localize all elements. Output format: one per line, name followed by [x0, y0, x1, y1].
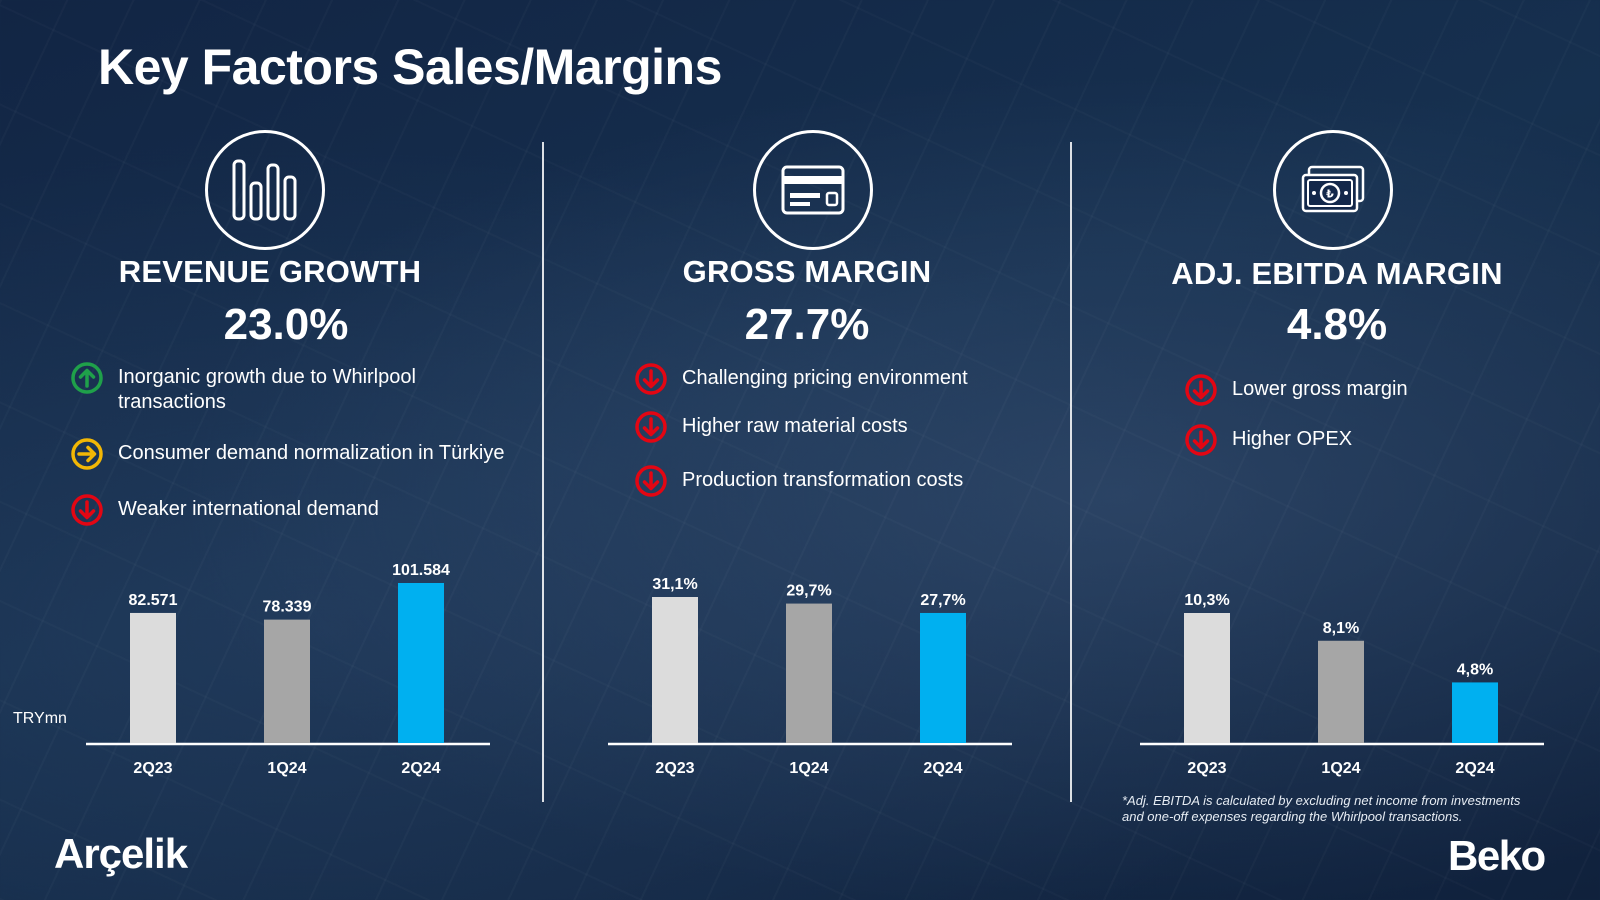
footnote: *Adj. EBITDA is calculated by excluding …	[1122, 793, 1562, 825]
factor-text: Higher OPEX	[1232, 428, 1353, 450]
factor-item: Weaker international demand	[70, 494, 379, 527]
revenue-growth-value: 23.0%	[223, 300, 349, 349]
category-label: 1Q24	[267, 760, 306, 777]
arrow-down-circle-icon	[635, 411, 667, 443]
gross-margin-panel: GROSS MARGIN 27.7% Challenging pricing e…	[544, 0, 1070, 900]
arrow-down-circle-icon	[1185, 424, 1217, 456]
factor-text: Consumer demand normalization in Türkiye	[118, 442, 505, 464]
category-label: 2Q24	[401, 760, 440, 777]
revenue-growth-heading: REVENUE GROWTH	[118, 254, 422, 289]
factor-item: Challenging pricing environment	[634, 363, 968, 396]
data-label: 29,7%	[786, 583, 831, 600]
gross-margin-value: 27.7%	[744, 300, 870, 349]
factor-text-continued: transactions	[118, 391, 226, 413]
ebitda-margin-heading: ADJ. EBITDA MARGIN	[1171, 256, 1503, 291]
data-label: 27,7%	[920, 592, 965, 609]
bar-2q23	[1184, 613, 1230, 743]
data-label: 4,8%	[1457, 661, 1493, 678]
bar-2q24	[920, 612, 966, 743]
panel-divider-2	[1070, 142, 1072, 802]
gross-margin-chart: 31,1% 2Q23 29,7% 1Q24 27,7% 2Q24	[608, 576, 1012, 777]
category-label: 2Q23	[1187, 760, 1226, 777]
bar-2q23	[130, 612, 176, 743]
bar-1q24	[786, 603, 832, 743]
data-label: 78.339	[263, 599, 312, 616]
ebitda-margin-value: 4.8%	[1286, 300, 1388, 349]
gross-margin-heading: GROSS MARGIN	[682, 254, 932, 289]
category-label: 2Q24	[923, 760, 962, 777]
bar-2q24	[398, 583, 444, 743]
banknote-icon: ₺	[1273, 130, 1393, 250]
ebitda-margin-chart: 10,3% 2Q23 8,1% 1Q24 4,8% 2Q24	[1140, 592, 1544, 777]
factor-item: Higher OPEX	[1184, 424, 1353, 457]
category-label: 2Q24	[1455, 760, 1494, 777]
arcelik-logo: Arçelik	[54, 830, 188, 877]
factor-item: Lower gross margin	[1184, 374, 1408, 407]
category-label: 2Q23	[133, 760, 172, 777]
arrow-down-circle-icon	[635, 465, 667, 497]
data-label: 8,1%	[1323, 620, 1359, 637]
beko-logo: Beko	[1448, 832, 1546, 879]
arrow-up-circle-icon	[71, 362, 103, 394]
category-label: 1Q24	[1321, 760, 1360, 777]
revenue-growth-panel: REVENUE GROWTH 23.0% Inorganic growth du…	[0, 0, 542, 900]
ebitda-margin-panel: ₺ ADJ. EBITDA MARGIN 4.8% Lower gross ma…	[1072, 0, 1600, 900]
factor-item: Higher raw material costs	[634, 411, 908, 444]
arrow-down-circle-icon	[635, 363, 667, 395]
unit-label: TRYmn	[13, 710, 67, 727]
factor-text: Inorganic growth due to Whirlpool	[118, 366, 416, 388]
revenue-chart: 82.571 2Q23 78.339 1Q24 101.584 2Q24	[86, 562, 490, 777]
bar-2q23	[652, 597, 698, 743]
factor-item: Production transformation costs	[634, 465, 964, 498]
factor-text: Higher raw material costs	[682, 415, 908, 437]
data-label: 82.571	[129, 592, 178, 609]
data-label: 31,1%	[652, 576, 697, 593]
page-title: Key Factors Sales/Margins	[98, 39, 722, 95]
data-label: 101.584	[392, 562, 450, 579]
arrow-down-circle-icon	[71, 494, 103, 526]
category-label: 2Q23	[655, 760, 694, 777]
bar-1q24	[264, 619, 310, 743]
factor-text: Challenging pricing environment	[682, 367, 968, 389]
factor-item: Consumer demand normalization in Türkiye	[70, 438, 505, 471]
factor-item: Inorganic growth due to Whirlpool transa…	[70, 362, 416, 415]
factor-text: Lower gross margin	[1232, 378, 1408, 400]
footnote-line: and one-off expenses regarding the Whirl…	[1122, 809, 1463, 824]
bar-1q24	[1318, 640, 1364, 743]
arrow-down-circle-icon	[1185, 374, 1217, 406]
data-label: 10,3%	[1184, 592, 1229, 609]
arrow-right-circle-icon	[71, 438, 103, 470]
factor-text: Weaker international demand	[118, 498, 379, 520]
credit-card-icon	[753, 130, 873, 250]
bar-chart-icon	[205, 130, 325, 250]
bar-2q24	[1452, 682, 1498, 743]
footnote-line: *Adj. EBITDA is calculated by excluding …	[1122, 793, 1521, 808]
category-label: 1Q24	[789, 760, 828, 777]
svg-text:₺: ₺	[1326, 189, 1334, 201]
panel-divider-1	[542, 142, 544, 802]
factor-text: Production transformation costs	[682, 469, 964, 491]
